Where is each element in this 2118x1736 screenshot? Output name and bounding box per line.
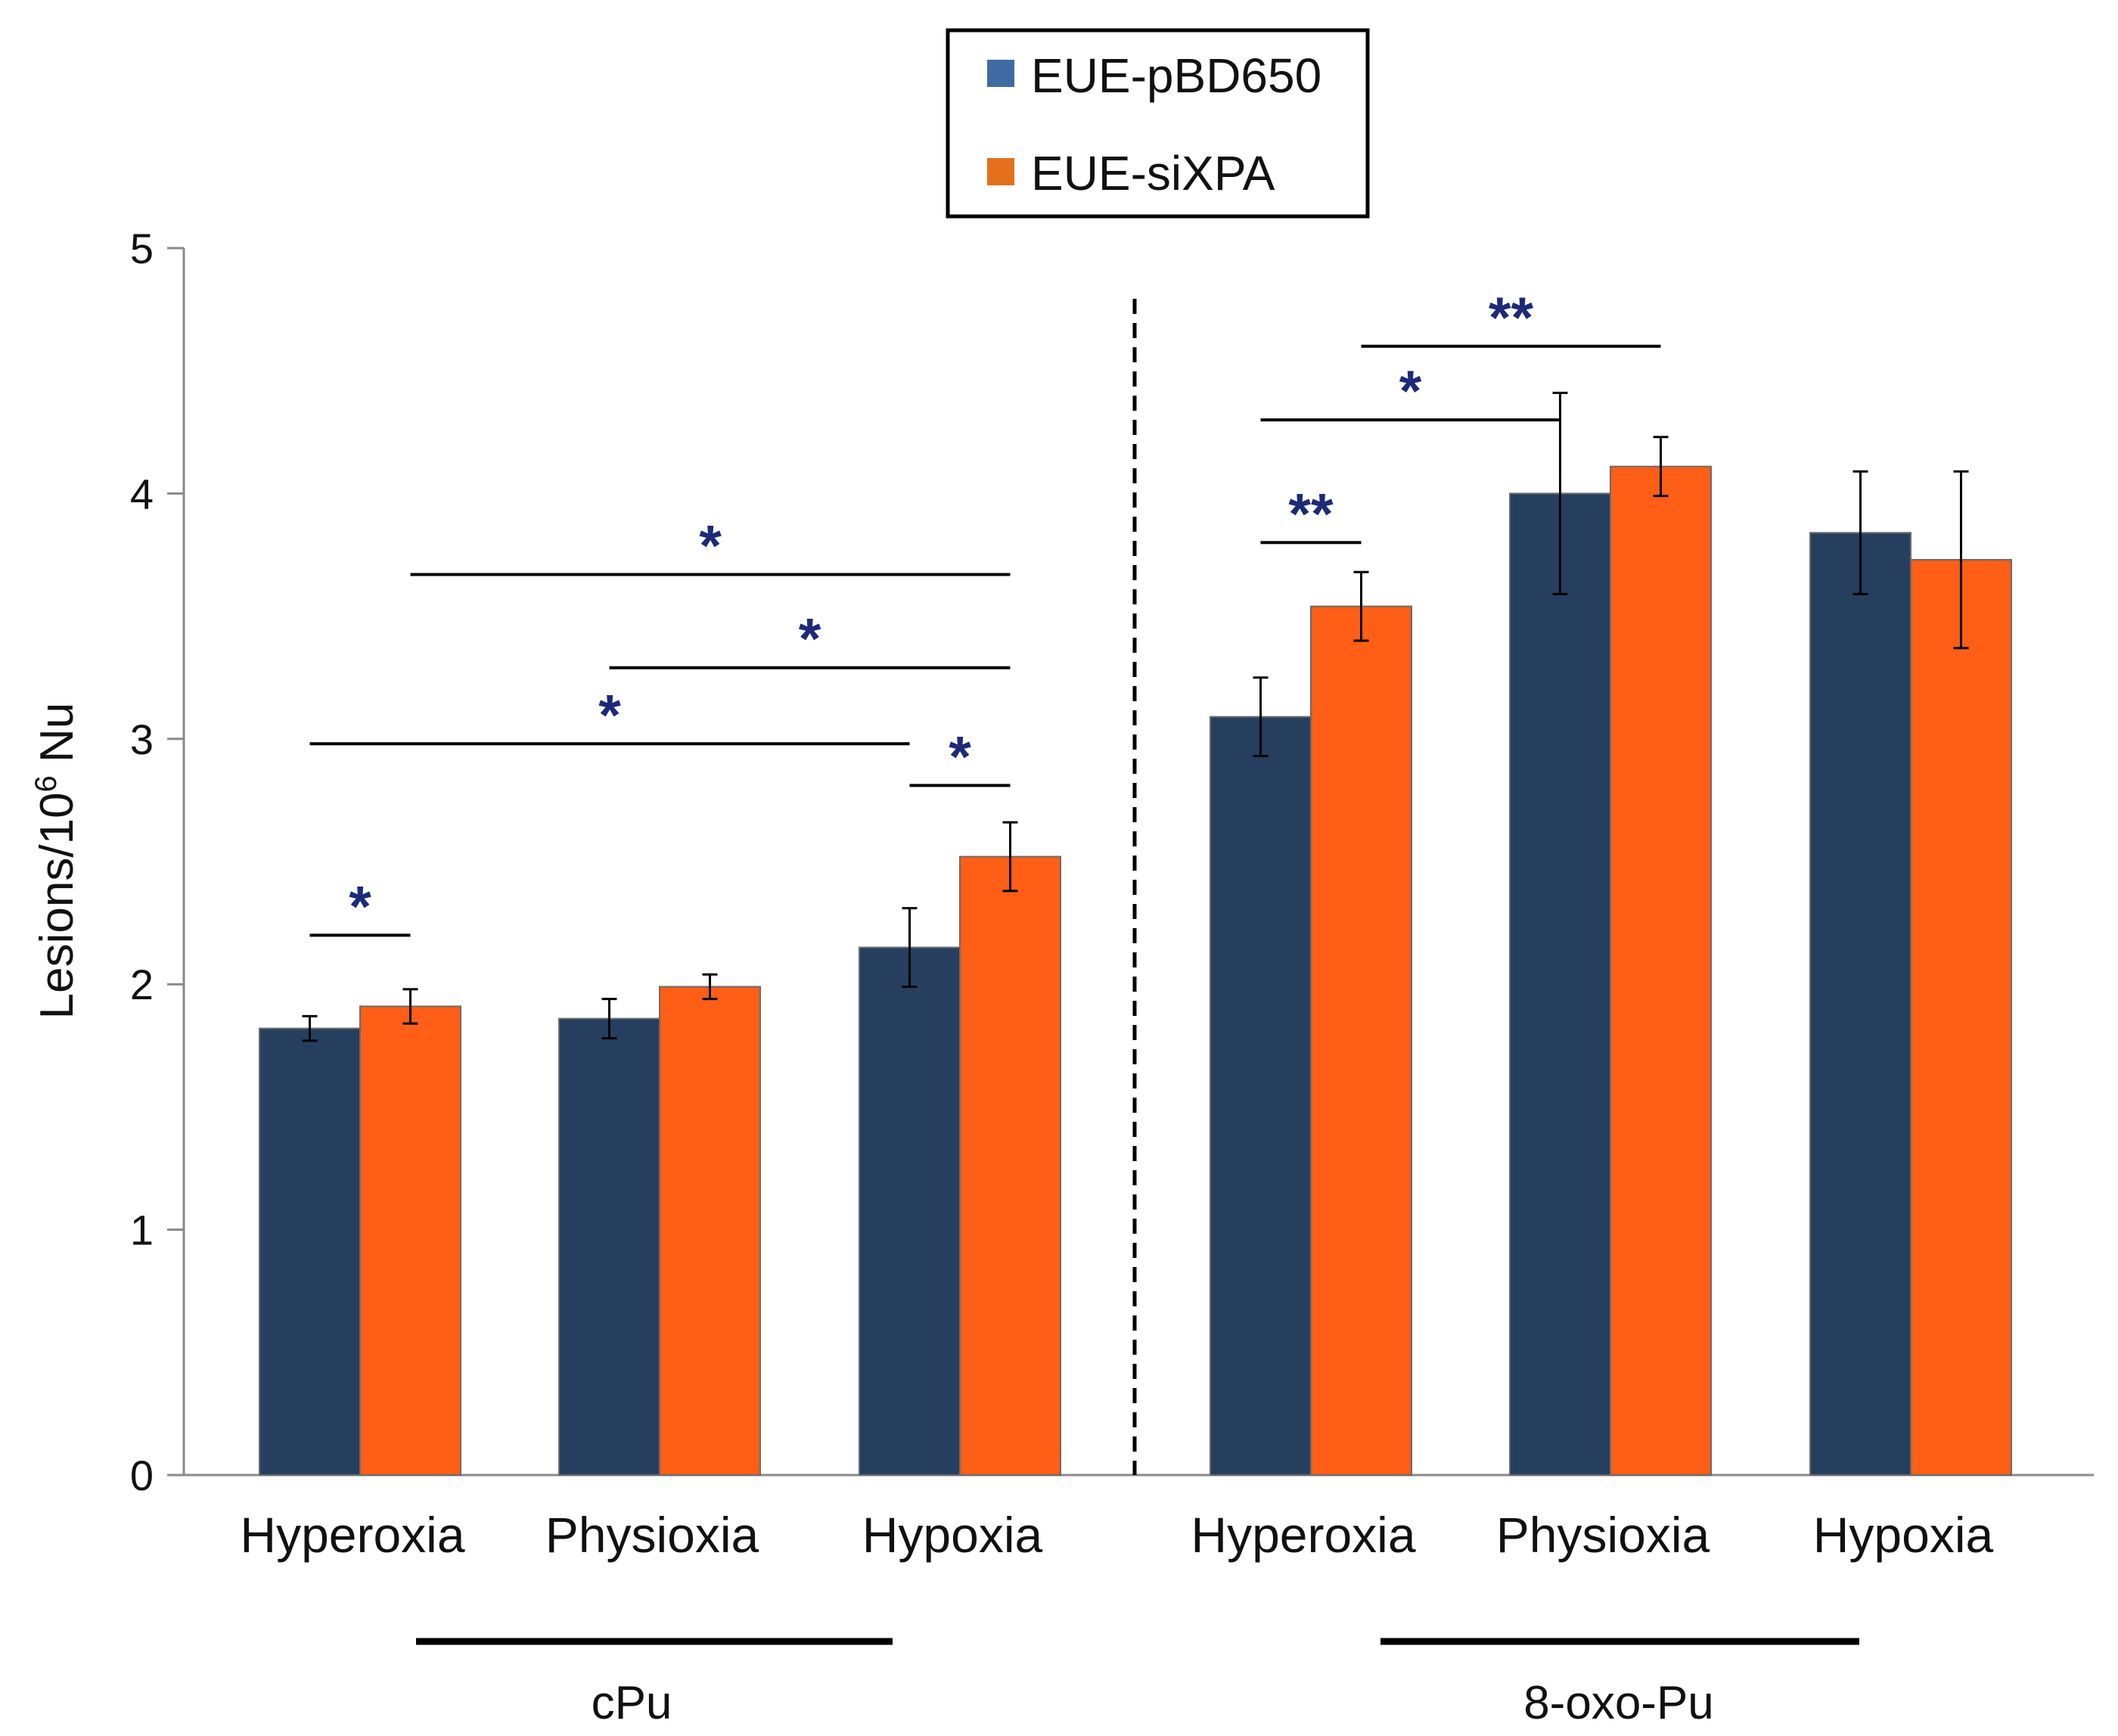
legend-swatch-sixpa xyxy=(987,158,1014,185)
bar-sixpa-0 xyxy=(359,1005,461,1476)
error-bar xyxy=(601,998,617,1040)
error-bar xyxy=(1552,391,1568,595)
significance-bracket: * xyxy=(909,725,1011,789)
bar-pbd650-5 xyxy=(1809,532,1911,1477)
y-tick-label: 5 xyxy=(130,225,154,272)
significance-bracket: * xyxy=(309,874,411,939)
bar-sixpa-2 xyxy=(959,856,1061,1476)
error-bar xyxy=(1002,821,1018,893)
significance-label: * xyxy=(699,514,722,578)
bars xyxy=(259,465,2012,1477)
error-bar xyxy=(402,988,418,1025)
bar-pbd650-2 xyxy=(859,946,961,1477)
significance-label: * xyxy=(799,607,821,672)
error-bars xyxy=(302,391,1969,1042)
significance-bracket: ** xyxy=(1361,286,1661,350)
category-label: Hyperoxia xyxy=(1191,1507,1415,1563)
y-axis-label-superscript: 6 xyxy=(30,775,63,792)
y-tick-label: 0 xyxy=(130,1452,154,1499)
y-tick-label: 2 xyxy=(130,961,154,1008)
y-ticks: 0 1 2 3 4 5 xyxy=(130,225,184,1499)
error-bar xyxy=(302,1014,318,1042)
bar-sixpa-4 xyxy=(1610,465,1712,1477)
error-bar xyxy=(1353,570,1369,642)
significance-label: * xyxy=(1399,359,1422,424)
significance-label: ** xyxy=(1489,286,1534,350)
error-bar xyxy=(1852,470,1868,595)
significance-brackets: ***** ***** xyxy=(309,286,1661,939)
significance-bracket: * xyxy=(1260,359,1561,424)
significance-bracket: * xyxy=(309,683,910,747)
bar-pbd650-1 xyxy=(558,1017,660,1476)
bar-sixpa-3 xyxy=(1310,605,1412,1476)
bar-sixpa-1 xyxy=(659,986,761,1476)
legend-label-sixpa: EUE-siXPA xyxy=(1031,146,1275,200)
error-bar xyxy=(1253,676,1269,758)
y-axis-label-main: Lesions/10 xyxy=(31,792,83,1019)
legend-box xyxy=(946,28,1370,219)
bar-pbd650-3 xyxy=(1210,716,1312,1476)
bar-sixpa-5 xyxy=(1910,558,2012,1476)
y-tick-label: 3 xyxy=(130,716,154,763)
category-label: Physioxia xyxy=(545,1507,759,1563)
category-label: Hypoxia xyxy=(862,1507,1043,1563)
significance-label: ** xyxy=(1288,482,1334,546)
group-label-8oxopu: 8-oxo-Pu xyxy=(1523,1677,1714,1729)
significance-bracket: ** xyxy=(1260,482,1362,546)
significance-label: * xyxy=(598,683,621,747)
error-bar xyxy=(902,907,918,988)
y-axis-label-suffix: Nu xyxy=(31,703,83,775)
significance-label: * xyxy=(949,725,971,789)
significance-bracket: * xyxy=(609,607,1011,672)
legend-label-pbd650: EUE-pBD650 xyxy=(1031,48,1321,103)
error-bar xyxy=(702,973,718,1001)
significance-label: * xyxy=(349,874,371,939)
group-label-cpu: cPu xyxy=(592,1677,672,1729)
y-tick-label: 4 xyxy=(130,470,154,517)
significance-bracket: * xyxy=(410,514,1011,578)
category-label: Hyperoxia xyxy=(240,1507,464,1563)
legend-swatch-pbd650 xyxy=(987,60,1014,87)
y-axis-label: Lesions/106 Nu xyxy=(30,703,83,1020)
category-label: Hypoxia xyxy=(1813,1507,1994,1563)
category-label: Physioxia xyxy=(1496,1507,1710,1563)
bar-pbd650-4 xyxy=(1509,492,1611,1476)
category-labels: Hyperoxia Physioxia Hypoxia Hyperoxia Physio… xyxy=(240,1507,1993,1563)
error-bar xyxy=(1653,436,1669,498)
y-tick-label: 1 xyxy=(130,1207,154,1254)
error-bar xyxy=(1953,470,1969,650)
bar-pbd650-0 xyxy=(259,1027,361,1477)
legend: EUE-pBD650 EUE-siXPA xyxy=(946,28,1370,219)
